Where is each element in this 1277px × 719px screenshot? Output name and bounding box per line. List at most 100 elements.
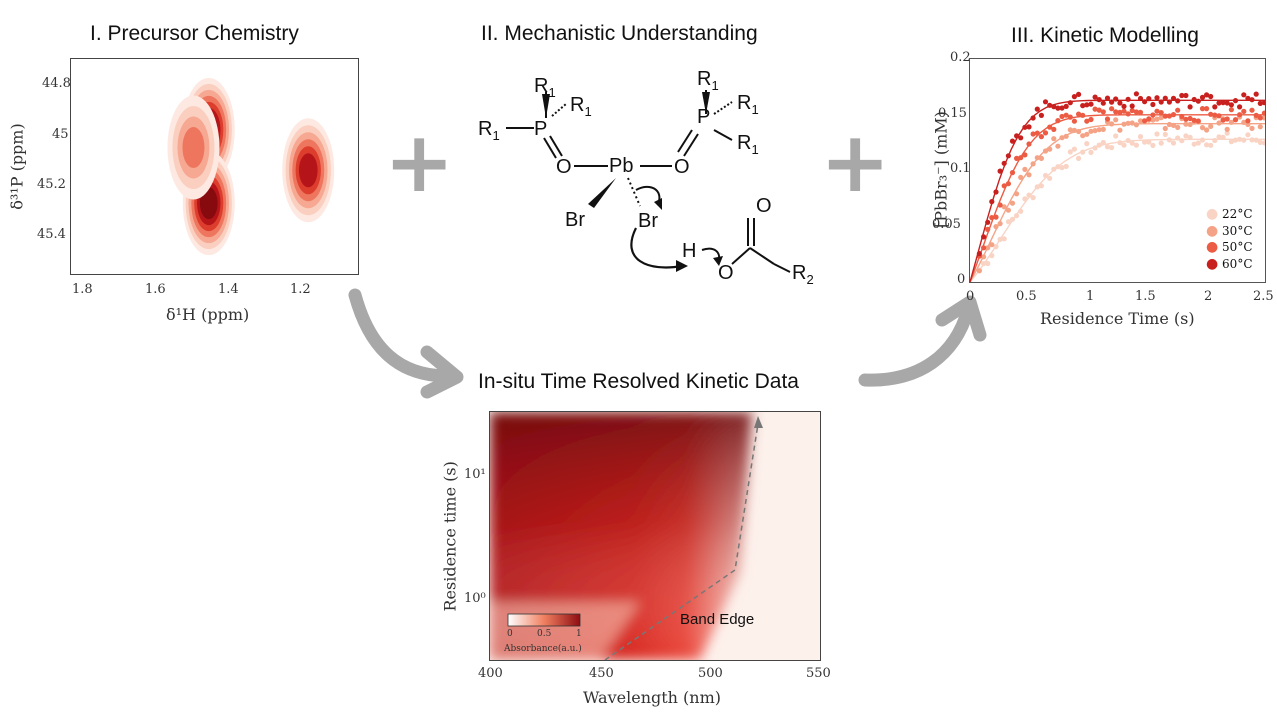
kin-y-tick: 0.15: [938, 106, 967, 121]
heat-y-tick: 10¹: [464, 467, 486, 482]
precursor-chemistry-heading: I. Precursor Chemistry: [90, 22, 299, 45]
data-point: [1001, 236, 1007, 242]
data-point: [1038, 155, 1044, 161]
data-point: [1009, 216, 1016, 222]
data-point: [1005, 181, 1011, 187]
mech-o-label: O: [756, 195, 772, 217]
data-point: [1257, 115, 1263, 121]
kin-y-axis-title: [PbBr₃⁻] (mM): [931, 111, 951, 228]
data-point: [1154, 108, 1160, 114]
data-point: [1080, 112, 1086, 118]
data-point: [1158, 110, 1164, 116]
data-point: [997, 236, 1003, 242]
data-point: [1212, 104, 1218, 110]
data-point: [976, 268, 982, 274]
data-point: [1216, 113, 1222, 119]
data-point: [1092, 94, 1098, 100]
data-point: [1067, 149, 1073, 155]
data-point: [1109, 99, 1115, 105]
data-point: [1249, 137, 1255, 143]
heat-y-axis-title: Residence time (s): [440, 461, 460, 612]
data-point: [1088, 128, 1094, 134]
mech-r1-label: R1: [534, 75, 556, 100]
data-point: [1158, 140, 1164, 146]
data-point: [985, 260, 991, 267]
data-point: [1100, 126, 1106, 132]
mech-r1-label: R1: [697, 68, 719, 93]
data-point: [1092, 106, 1098, 112]
data-point: [1018, 208, 1024, 214]
data-point: [981, 245, 987, 251]
data-point: [1047, 124, 1053, 130]
mech-p-label: P: [697, 106, 711, 128]
heat-x-tick: 500: [698, 666, 723, 681]
data-point: [1257, 100, 1263, 106]
data-point: [1047, 175, 1053, 181]
data-point: [1199, 137, 1206, 143]
data-point: [1228, 102, 1234, 108]
data-point: [1059, 135, 1065, 141]
data-point: [1133, 91, 1139, 97]
data-point: [1071, 118, 1077, 124]
data-point: [1142, 99, 1148, 105]
data-point: [1245, 132, 1251, 138]
data-point: [1195, 140, 1201, 146]
data-point: [1026, 124, 1032, 130]
data-point: [1170, 95, 1177, 101]
data-point: [1084, 131, 1090, 137]
data-point: [1241, 137, 1247, 143]
curved-arrow-icon: [348, 288, 464, 399]
data-point: [1183, 133, 1189, 139]
heat-x-axis-title: Wavelength (nm): [583, 688, 722, 707]
mech-br-label: Br: [565, 209, 585, 231]
kin-y-tick: 0.1: [950, 161, 971, 176]
data-point: [1030, 195, 1036, 201]
data-point: [1137, 118, 1144, 124]
data-point: [1150, 142, 1156, 148]
data-point: [1080, 103, 1086, 109]
nmr-x-tick: 1.8: [72, 282, 93, 297]
data-point: [1113, 96, 1119, 102]
data-point: [1261, 115, 1265, 121]
data-point: [1228, 107, 1234, 113]
data-point: [1076, 128, 1082, 135]
data-point: [1241, 119, 1247, 125]
data-point: [1237, 112, 1243, 118]
data-point: [1137, 95, 1144, 102]
kinetic-scatter-plot: [970, 91, 1265, 282]
data-point: [1063, 112, 1069, 118]
data-point: [1104, 144, 1111, 150]
data-point: [1063, 163, 1069, 169]
kin-x-tick: 2: [1204, 289, 1213, 304]
data-point: [1063, 103, 1069, 109]
data-point: [1096, 97, 1102, 103]
data-point: [1084, 141, 1090, 147]
data-point: [1261, 140, 1265, 146]
data-point: [1154, 131, 1160, 137]
data-point: [1208, 123, 1214, 129]
data-point: [1063, 133, 1069, 139]
data-point: [1100, 100, 1106, 106]
data-point: [1133, 122, 1139, 128]
data-point: [1014, 133, 1020, 139]
kin-x-tick: 0: [966, 289, 975, 304]
data-point: [1220, 100, 1226, 106]
data-point: [1042, 172, 1049, 179]
data-point: [1055, 164, 1061, 170]
data-point: [1014, 155, 1020, 161]
fit-line-1: [970, 123, 1265, 282]
band-edge-annotation: Band Edge: [680, 611, 755, 628]
data-point: [1146, 139, 1152, 145]
data-point: [989, 242, 995, 248]
data-point: [1228, 139, 1234, 145]
data-point: [1187, 134, 1193, 140]
kin-legend: ● 22°C ● 30°C ● 50°C ● 60°C: [1206, 206, 1253, 272]
data-point: [1042, 130, 1049, 136]
plus-icon: +: [820, 113, 891, 211]
kin-y-tick: 0: [957, 272, 966, 287]
data-point: [1071, 127, 1077, 133]
data-point: [1154, 95, 1160, 101]
mech-r1-label: R1: [570, 94, 592, 119]
data-point: [1129, 120, 1135, 126]
nmr-x-axis-title: δ¹H (ppm): [166, 305, 250, 324]
